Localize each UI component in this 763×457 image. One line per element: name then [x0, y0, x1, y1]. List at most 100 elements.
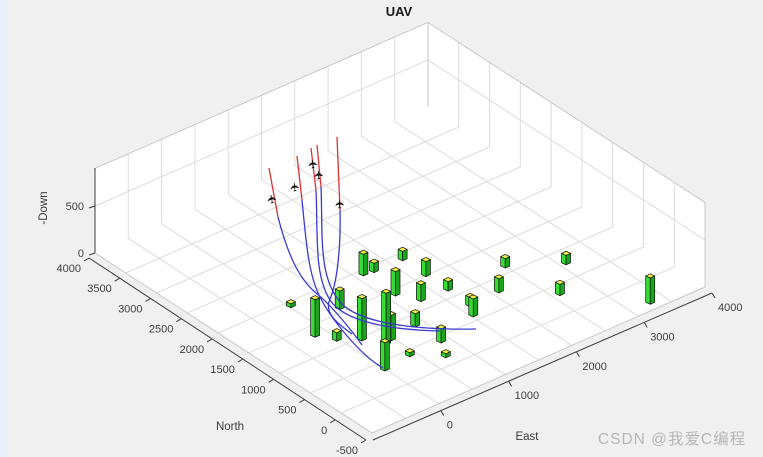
- building-top-face: [286, 299, 296, 305]
- building-top-face: [390, 267, 401, 272]
- building-top-face: [334, 286, 345, 292]
- uav-trajectory-upper: [316, 144, 322, 188]
- down-tick-label: 500: [66, 201, 84, 213]
- building-left-face: [410, 311, 416, 328]
- floor-gridline: [361, 135, 639, 317]
- building-left-face: [390, 269, 396, 297]
- building-top-face: [381, 288, 391, 294]
- uav-aircraft-marker-icon: ✈: [288, 181, 303, 192]
- uav-trajectory-upper: [296, 155, 303, 201]
- north-axis-tick: [360, 439, 367, 444]
- east-axis-label: East: [515, 431, 539, 443]
- east-tick-label: 4000: [718, 302, 742, 314]
- building-right-face: [339, 288, 345, 311]
- north-axis-label: North: [216, 421, 244, 433]
- building-right-face: [425, 259, 431, 278]
- building-bar: [436, 324, 446, 344]
- north-axis-tick: [329, 419, 336, 424]
- building-bar: [390, 267, 401, 297]
- floor-gridline: [341, 266, 675, 414]
- east-axis-tick: [508, 380, 513, 387]
- north-tick-label: 2500: [149, 324, 173, 336]
- north-tick-label: 0: [321, 425, 327, 437]
- building-bar: [310, 295, 320, 338]
- floor-gridline: [327, 150, 606, 332]
- building-top-face: [421, 257, 431, 263]
- building-pad: [286, 299, 296, 309]
- uav-aircraft-marker-icon: ✈: [264, 193, 280, 205]
- building-bar: [561, 250, 571, 266]
- building-bar: [369, 258, 379, 274]
- building-top-face: [404, 348, 415, 354]
- building-bar: [555, 279, 565, 297]
- trajectories-group: [268, 136, 477, 369]
- building-bar: [500, 254, 511, 269]
- building-top-face: [500, 254, 511, 260]
- building-right-face: [363, 251, 369, 277]
- csdn-watermark: CSDN @我爱C编程: [598, 430, 746, 448]
- building-top-face: [397, 246, 408, 252]
- building-bar: [410, 309, 421, 328]
- uav-aircraft-marker-icon: ✈: [305, 158, 320, 170]
- building-bar: [380, 338, 390, 372]
- building-right-face: [384, 340, 390, 372]
- building-left-face: [494, 276, 500, 294]
- building-top-face: [410, 309, 421, 315]
- floor-gridline: [294, 164, 573, 346]
- right-wall-plane: [427, 22, 705, 288]
- uav-trajectory-lower: [277, 216, 363, 346]
- building-top-face: [468, 294, 479, 300]
- building-right-face: [361, 296, 367, 342]
- down-axis-tick: [88, 205, 96, 209]
- building-top-face: [358, 249, 369, 255]
- building-top-face: [555, 279, 565, 285]
- east-tick-label: 3000: [650, 331, 674, 343]
- north-tick-label: 500: [278, 405, 296, 417]
- building-top-face: [443, 277, 453, 283]
- floor-gridline: [156, 146, 490, 294]
- building-right-face: [649, 275, 656, 305]
- east-tick-label: 0: [447, 420, 453, 432]
- building-left-face: [421, 259, 427, 278]
- north-tick-label: -500: [336, 445, 358, 457]
- buildings-group: [286, 246, 656, 372]
- floor-gridline: [161, 223, 439, 405]
- building-top-face: [357, 294, 367, 299]
- east-tick-label: 1000: [515, 390, 539, 402]
- building-bar: [358, 249, 369, 277]
- building-right-face: [472, 296, 479, 318]
- building-left-face: [645, 275, 651, 305]
- building-top-face: [380, 338, 390, 344]
- building-pad: [440, 349, 451, 359]
- building-right-face: [414, 311, 421, 328]
- building-top-face: [310, 295, 320, 301]
- floor-gridline: [125, 126, 459, 274]
- building-left-face: [468, 296, 474, 318]
- north-axis-tick: [114, 277, 121, 282]
- north-axis-tick: [206, 338, 213, 343]
- building-top-face: [440, 349, 451, 355]
- east-tick-label: 2000: [582, 361, 606, 373]
- uav-trajectory-lower: [301, 199, 384, 369]
- axis-rulers-group: 0 500 4000 3500 3000 2500 2000 1500 1000 500 0 -500…: [57, 168, 742, 457]
- north-tick-label: 4000: [57, 263, 81, 275]
- north-axis-tick: [268, 378, 274, 383]
- floor-gridline: [194, 208, 473, 390]
- building-right-face: [314, 297, 320, 338]
- building-left-face: [381, 290, 387, 346]
- east-axis-tick: [575, 351, 580, 358]
- building-bar: [421, 257, 431, 278]
- building-right-face: [498, 276, 504, 294]
- east-axis-tick: [643, 322, 648, 328]
- floor-gridline: [394, 121, 672, 303]
- north-axis-ruler: [88, 257, 367, 441]
- uav-trajectory-lower: [320, 186, 477, 330]
- building-top-face: [645, 273, 656, 279]
- building-top-face: [416, 280, 426, 286]
- uav-trajectory-lower: [327, 209, 353, 335]
- east-axis-tick: [711, 292, 716, 299]
- uav-trajectory-upper: [310, 147, 317, 191]
- building-bar: [645, 273, 656, 305]
